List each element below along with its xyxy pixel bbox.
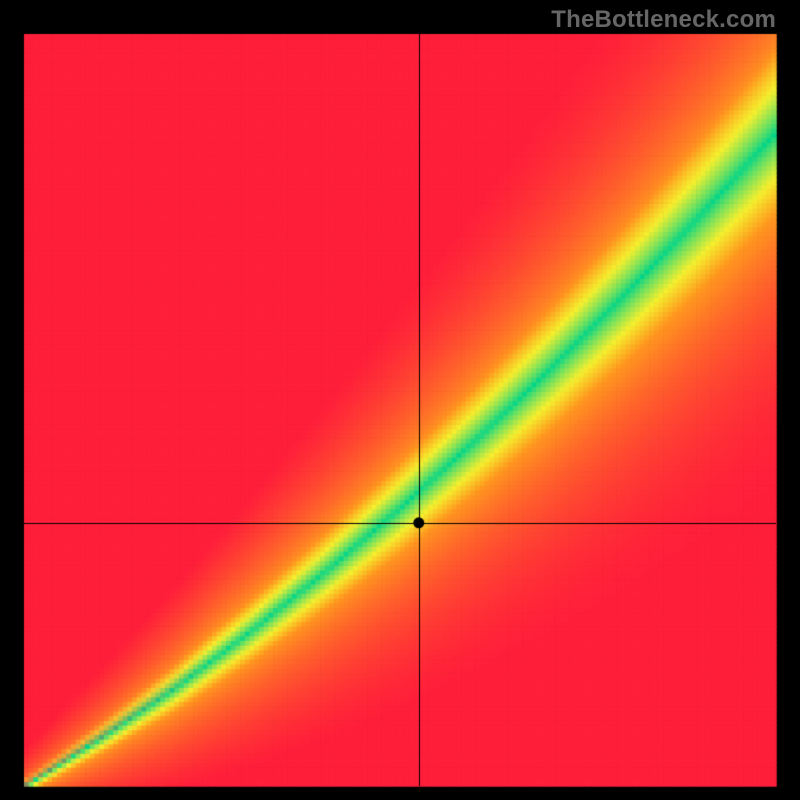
watermark-text: TheBottleneck.com [551, 6, 776, 34]
bottleneck-heatmap [0, 0, 800, 800]
